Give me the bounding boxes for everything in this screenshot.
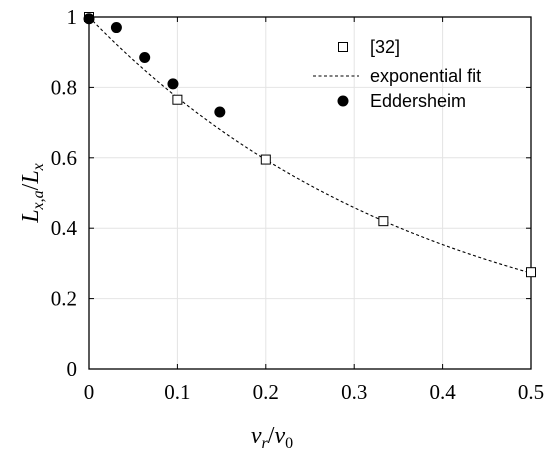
- plot-frame: [88, 16, 532, 370]
- x-label-slash: /: [268, 423, 275, 449]
- y-tick-label: 0.4: [51, 216, 78, 240]
- x-axis-label: vr/v0: [251, 423, 293, 452]
- point-ref32: [526, 267, 536, 278]
- y-label-sub-x: x: [30, 202, 47, 210]
- y-tick-label: 0: [67, 357, 78, 381]
- y-tick-label: 0.2: [51, 287, 77, 311]
- y-label-L: L: [18, 209, 44, 223]
- y-label-L2: L: [18, 170, 44, 184]
- y-tick-labels: 0 0.2 0.4 0.6 0.8 1: [51, 5, 78, 381]
- x-tick-labels: 0 0.1 0.2 0.3 0.4 0.5: [84, 380, 544, 404]
- x-label-sub-0: 0: [285, 435, 293, 452]
- legend-label-32: [32]: [370, 37, 400, 57]
- legend-label-exponential-fit: exponential fit: [370, 66, 481, 86]
- x-tick-label: 0: [84, 380, 95, 404]
- point-eddersheim: [83, 13, 95, 25]
- point-eddersheim: [167, 78, 179, 90]
- x-tick-label: 0.2: [253, 380, 279, 404]
- x-tick-label: 0.4: [429, 380, 456, 404]
- legend-marker-open-square: [338, 42, 348, 52]
- y-tick-label: 1: [67, 5, 78, 29]
- x-label-v: v: [251, 423, 262, 449]
- x-tick-label: 0.3: [341, 380, 367, 404]
- x-label-sub-r: r: [262, 435, 269, 452]
- y-label-sub-comma: ,: [30, 198, 47, 202]
- y-label-sub-x2: x: [30, 163, 47, 171]
- data-points: [83, 12, 536, 278]
- x-tick-label: 0.1: [164, 380, 190, 404]
- point-ref32: [172, 94, 183, 105]
- y-axis-label: Lx,a/Lx: [18, 163, 47, 224]
- legend: [32] exponential fit Eddersheim: [313, 37, 481, 111]
- y-label-sub-a: a: [30, 190, 47, 198]
- point-eddersheim: [110, 22, 122, 34]
- point-eddersheim: [214, 106, 226, 118]
- point-ref32: [378, 216, 389, 227]
- y-label-slash: /: [18, 183, 44, 190]
- point-ref32: [260, 154, 271, 165]
- x-tick-label: 0.5: [518, 380, 544, 404]
- y-tick-label: 0.8: [51, 75, 77, 99]
- y-tick-label: 0.6: [51, 146, 77, 170]
- x-label-v0: v: [274, 423, 285, 449]
- legend-label-eddersheim: Eddersheim: [370, 91, 466, 111]
- legend-marker-filled-circle: [337, 95, 349, 107]
- point-eddersheim: [139, 51, 151, 63]
- exponential-fit-curve: [88, 16, 532, 274]
